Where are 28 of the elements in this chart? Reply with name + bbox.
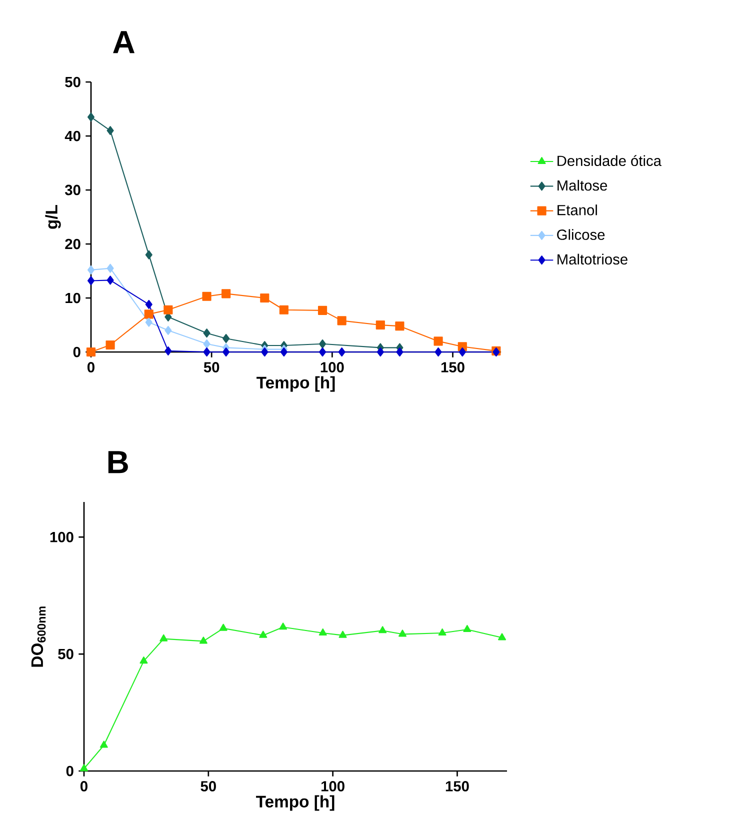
legend-label: Maltotriose	[558, 254, 628, 265]
legend-label: Densidade ótica	[558, 155, 662, 166]
y-tick-label: 10	[66, 292, 80, 304]
y-axis-title: g/L	[45, 205, 61, 229]
y-tick-label: 30	[64, 184, 80, 196]
y-tick-label: 100	[50, 532, 74, 542]
x-tick-label: 0	[88, 362, 94, 372]
x-tick-label: 100	[320, 362, 344, 372]
chart-title: A	[113, 31, 135, 54]
legend-label: Glicose	[557, 229, 605, 240]
y-axis-title: DO$_{600nm}$	[31, 606, 46, 667]
y-tick-label: 0	[73, 346, 80, 358]
legend-label: Maltose	[558, 180, 608, 191]
x-tick-label: 50	[200, 781, 216, 792]
y-tick-label: 40	[64, 130, 80, 142]
x-tick-label: 0	[80, 781, 88, 792]
x-tick-label: 150	[446, 781, 469, 792]
x-axis-title: Tempo [h]	[256, 376, 335, 392]
x-tick-label: 100	[322, 781, 344, 792]
y-tick-label: 50	[58, 648, 74, 660]
x-axis-title: Tempo [h]	[256, 795, 334, 811]
chart-title: B	[108, 451, 128, 474]
y-tick-label: 20	[65, 238, 80, 250]
x-tick-label: 50	[204, 362, 220, 372]
x-tick-label: 150	[441, 362, 464, 372]
legend-label: Etanol	[558, 204, 597, 216]
y-tick-label: 0	[66, 766, 74, 776]
y-tick-label: 50	[65, 76, 80, 88]
